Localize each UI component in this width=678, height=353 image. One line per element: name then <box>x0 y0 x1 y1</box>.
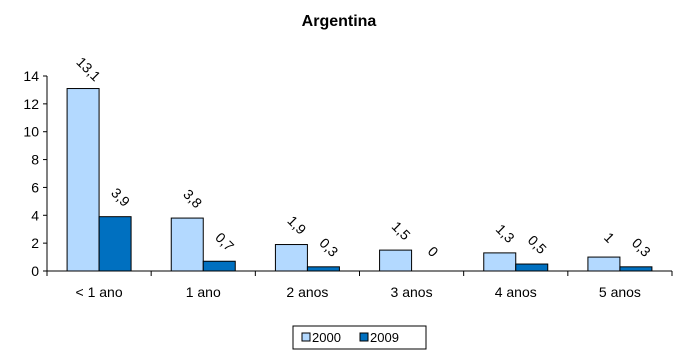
y-tick-label: 4 <box>31 207 39 223</box>
data-label-2000: 1,9 <box>284 212 309 237</box>
data-label-2000: 13,1 <box>73 54 104 85</box>
data-label-2000: 1,3 <box>493 221 518 246</box>
bar-2000 <box>483 252 517 272</box>
data-label-2009: 0,7 <box>212 229 237 254</box>
data-label-2000: 1 <box>601 229 618 246</box>
data-label-2009: 0 <box>425 243 442 260</box>
bar-2000 <box>587 256 621 272</box>
legend-swatch-2009 <box>359 332 369 342</box>
data-label-2009: 3,9 <box>108 185 133 210</box>
x-axis: < 1 ano 1 ano 2 anos 3 anos 4 anos 5 anos <box>46 270 673 300</box>
data-labels: 13,1 3,8 1,9 1,5 1,3 1 3,9 0,7 0,3 0 0,5 0,3 <box>73 54 654 260</box>
data-label-2009: 0,5 <box>525 232 550 257</box>
data-label-2000: 1,5 <box>389 218 414 243</box>
data-label-2009: 0,3 <box>316 235 341 260</box>
x-tick-label: < 1 ano <box>76 284 123 300</box>
bar-2009 <box>306 266 340 272</box>
y-tick-label: 10 <box>23 124 39 140</box>
y-axis: 0 2 4 6 8 10 12 14 <box>23 68 48 279</box>
x-tick-label: 5 anos <box>599 284 641 300</box>
bar-2000 <box>274 244 308 272</box>
x-tick-label: 2 anos <box>286 284 328 300</box>
legend-label-2009: 2009 <box>370 330 399 345</box>
data-label-2009: 0,3 <box>629 235 654 260</box>
legend-swatch-2000 <box>301 332 311 342</box>
bar-2000 <box>379 249 413 272</box>
bar-2009 <box>619 266 653 272</box>
bar-2000 <box>170 217 204 272</box>
y-tick-label: 2 <box>31 235 39 251</box>
y-tick-label: 14 <box>23 68 39 84</box>
data-label-2000: 3,8 <box>180 186 205 211</box>
legend-label-2000: 2000 <box>312 330 341 345</box>
bar-2009 <box>98 216 132 272</box>
chart-title: Argentina <box>302 13 377 30</box>
bars <box>66 88 653 272</box>
y-tick-label: 8 <box>31 152 39 168</box>
bar-2000 <box>66 88 100 272</box>
legend: 2000 2009 <box>292 325 427 350</box>
bar-2009 <box>202 260 236 272</box>
x-tick-label: 3 anos <box>391 284 433 300</box>
y-tick-label: 0 <box>31 263 39 279</box>
x-tick-label: 4 anos <box>495 284 537 300</box>
y-tick-label: 6 <box>31 179 39 195</box>
bar-2009 <box>515 263 549 272</box>
y-tick-label: 12 <box>23 96 39 112</box>
x-tick-label: 1 ano <box>186 284 221 300</box>
